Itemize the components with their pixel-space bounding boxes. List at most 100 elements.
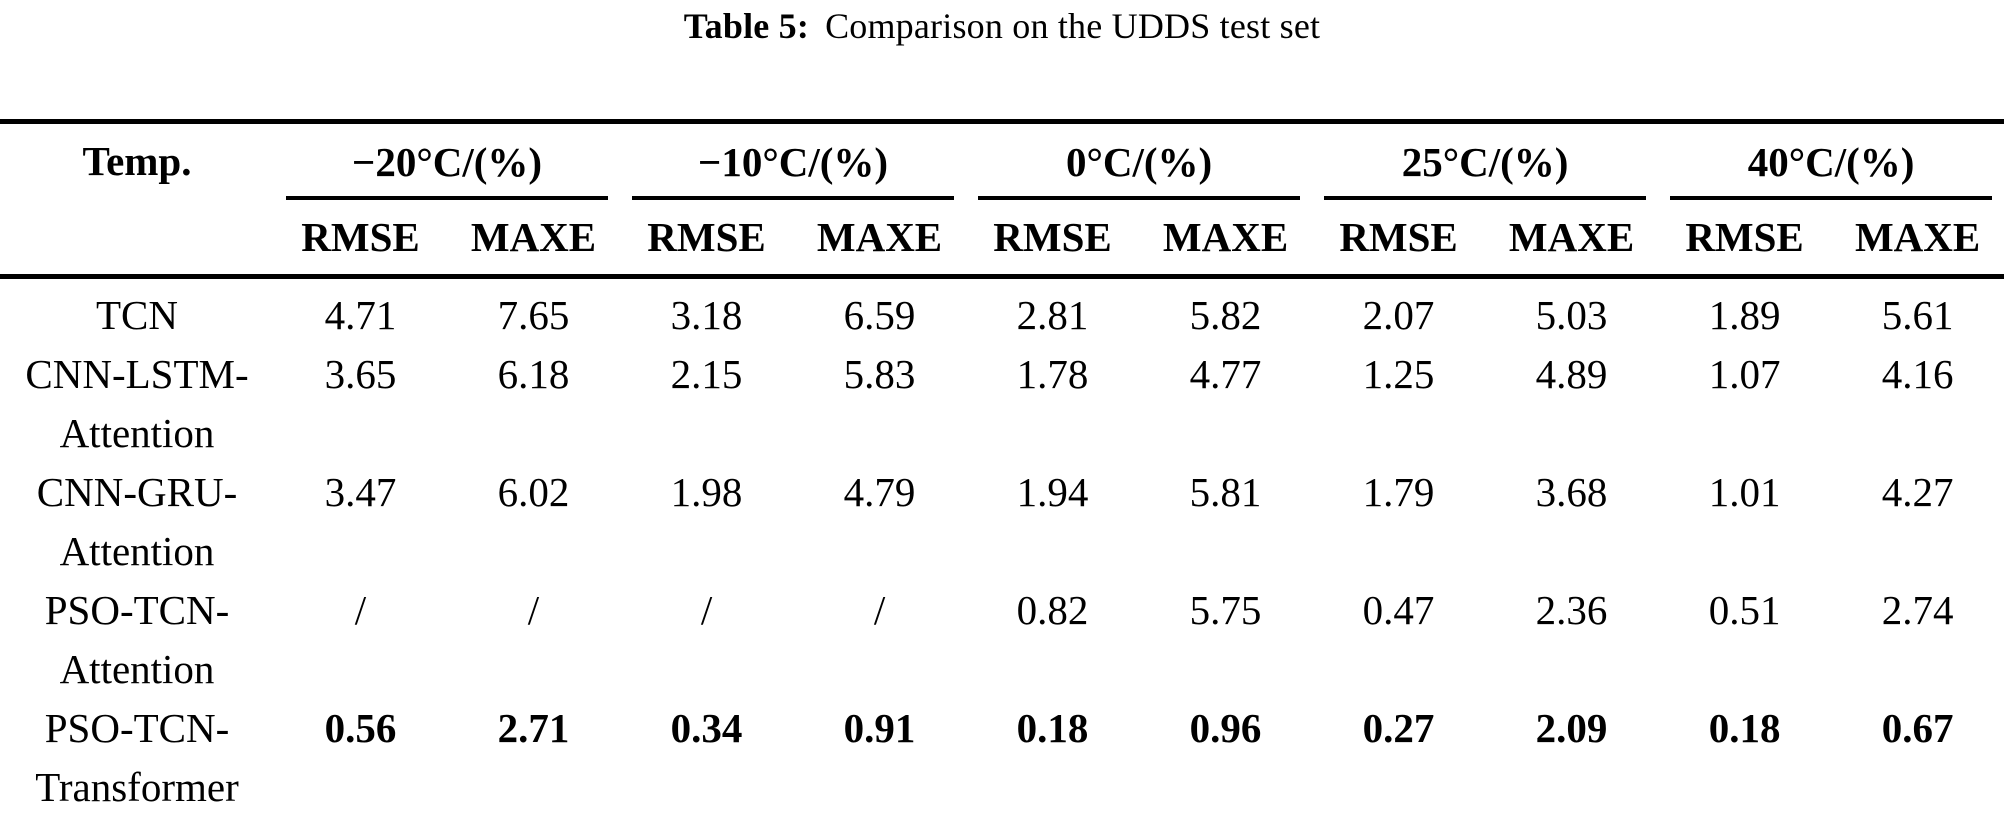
value-cell: 3.47	[324, 468, 397, 515]
value-cell: 0.56	[324, 704, 397, 751]
cmidrule	[1670, 195, 1993, 200]
group-label: −10°C/(%)	[697, 138, 889, 185]
subheader-rmse: RMSE	[620, 199, 794, 279]
value-cell: /	[527, 586, 540, 633]
value-cell: 5.81	[1189, 468, 1262, 515]
table-row-cnn-lstm-attention: CNN-LSTM- Attention 3.65 6.18 2.15 5.83 …	[0, 345, 2004, 463]
cmidrule	[978, 195, 1301, 200]
table-row-cnn-gru-attention: CNN-GRU- Attention 3.47 6.02 1.98 4.79 1…	[0, 463, 2004, 581]
subheader-rmse: RMSE	[966, 199, 1140, 279]
subheader-maxe: MAXE	[1139, 199, 1313, 279]
value-cell: 6.59	[843, 291, 916, 338]
value-cell: 4.71	[324, 291, 397, 338]
value-cell: 0.91	[843, 704, 916, 751]
value-cell: 1.79	[1362, 468, 1435, 515]
group-header-25: 25°C/(%)	[1312, 122, 1658, 200]
value-cell: 0.82	[1016, 586, 1089, 633]
value-cell: 2.07	[1362, 291, 1435, 338]
value-cell: 0.51	[1708, 586, 1781, 633]
value-cell: 6.18	[497, 350, 570, 397]
group-header-minus10: −10°C/(%)	[620, 122, 966, 200]
value-cell: 1.78	[1016, 350, 1089, 397]
value-cell: 2.74	[1881, 586, 1954, 633]
value-cell: 0.96	[1189, 704, 1262, 751]
value-cell: 5.75	[1189, 586, 1262, 633]
group-header-0: 0°C/(%)	[966, 122, 1312, 200]
value-cell: 1.98	[670, 468, 743, 515]
value-cell: 1.89	[1708, 291, 1781, 338]
method-name-line: CNN-LSTM-	[25, 350, 249, 397]
group-label: 40°C/(%)	[1747, 138, 1915, 185]
results-table: Temp. −20°C/(%) −10°C/(%) 0°C/(%) 25°C/(…	[0, 119, 2004, 817]
caption-label: Table 5:	[683, 6, 810, 46]
subheader-maxe: MAXE	[1485, 199, 1659, 279]
value-cell: 2.71	[497, 704, 570, 751]
value-cell: 5.82	[1189, 291, 1262, 338]
table-caption: Table 5: Comparison on the UDDS test set	[0, 0, 2004, 47]
value-cell: 4.79	[843, 468, 916, 515]
value-cell: 3.68	[1535, 468, 1608, 515]
value-cell: /	[700, 586, 713, 633]
method-cell: PSO-TCN- Attention	[0, 581, 274, 699]
value-cell: 6.02	[497, 468, 570, 515]
table-row-pso-tcn-attention: PSO-TCN- Attention / / / / 0.82 5.75 0.4…	[0, 581, 2004, 699]
method-name-line: TCN	[96, 291, 178, 338]
value-cell: 0.18	[1708, 704, 1781, 751]
cmidrule	[286, 195, 609, 200]
cmidrule	[1324, 195, 1647, 200]
value-cell: 1.94	[1016, 468, 1089, 515]
value-cell: 4.16	[1881, 350, 1954, 397]
value-cell: 0.67	[1881, 704, 1954, 751]
group-header-40: 40°C/(%)	[1658, 122, 2004, 200]
group-header-row: Temp. −20°C/(%) −10°C/(%) 0°C/(%) 25°C/(…	[0, 121, 2004, 279]
method-name-line: CNN-GRU-	[36, 468, 238, 515]
method-name-line: PSO-TCN-	[44, 704, 230, 751]
value-cell: 0.34	[670, 704, 743, 751]
subheader-rmse: RMSE	[1312, 199, 1486, 279]
table-row-pso-tcn-transformer: PSO-TCN- Transformer 0.56 2.71 0.34 0.91…	[0, 699, 2004, 817]
caption-text: Comparison on the UDDS test set	[825, 6, 1321, 46]
value-cell: 5.03	[1535, 291, 1608, 338]
method-name-line: Attention	[59, 527, 215, 574]
method-name-line: Transformer	[35, 763, 239, 810]
subheader-row: RMSE MAXE RMSE MAXE RMSE MAXE RMSE MAXE …	[0, 199, 2004, 279]
group-header-minus20: −20°C/(%)	[274, 122, 620, 200]
table-row-tcn: TCN 4.71 7.65 3.18 6.59 2.81 5.82 2.07 5…	[0, 276, 2004, 345]
temp-header: Temp.	[0, 121, 274, 279]
value-cell: 1.01	[1708, 468, 1781, 515]
group-label: −20°C/(%)	[351, 138, 543, 185]
value-cell: 7.65	[497, 291, 570, 338]
value-cell: 2.09	[1535, 704, 1608, 751]
subheader-maxe: MAXE	[1831, 199, 2004, 279]
subheader-rmse: RMSE	[1658, 199, 1832, 279]
method-name-line: PSO-TCN-	[44, 586, 230, 633]
value-cell: /	[354, 586, 367, 633]
method-cell: CNN-GRU- Attention	[0, 463, 274, 581]
value-cell: /	[873, 586, 886, 633]
value-cell: 2.81	[1016, 291, 1089, 338]
value-cell: 1.07	[1708, 350, 1781, 397]
value-cell: 5.61	[1881, 291, 1954, 338]
subheader-rmse: RMSE	[274, 199, 447, 279]
value-cell: 3.18	[670, 291, 743, 338]
method-cell: PSO-TCN- Transformer	[0, 699, 274, 817]
method-name-line: Attention	[59, 409, 215, 456]
value-cell: 0.18	[1016, 704, 1089, 751]
method-name-line: Attention	[59, 645, 215, 692]
method-cell: CNN-LSTM- Attention	[0, 345, 274, 463]
value-cell: 4.89	[1535, 350, 1608, 397]
subheader-maxe: MAXE	[447, 199, 621, 279]
value-cell: 0.27	[1362, 704, 1435, 751]
value-cell: 2.36	[1535, 586, 1608, 633]
subheader-maxe: MAXE	[793, 199, 967, 279]
cmidrule	[632, 195, 955, 200]
value-cell: 1.25	[1362, 350, 1435, 397]
method-cell: TCN	[0, 276, 274, 345]
group-label: 25°C/(%)	[1401, 138, 1569, 185]
value-cell: 5.83	[843, 350, 916, 397]
value-cell: 0.47	[1362, 586, 1435, 633]
value-cell: 4.27	[1881, 468, 1954, 515]
value-cell: 3.65	[324, 350, 397, 397]
value-cell: 4.77	[1189, 350, 1262, 397]
